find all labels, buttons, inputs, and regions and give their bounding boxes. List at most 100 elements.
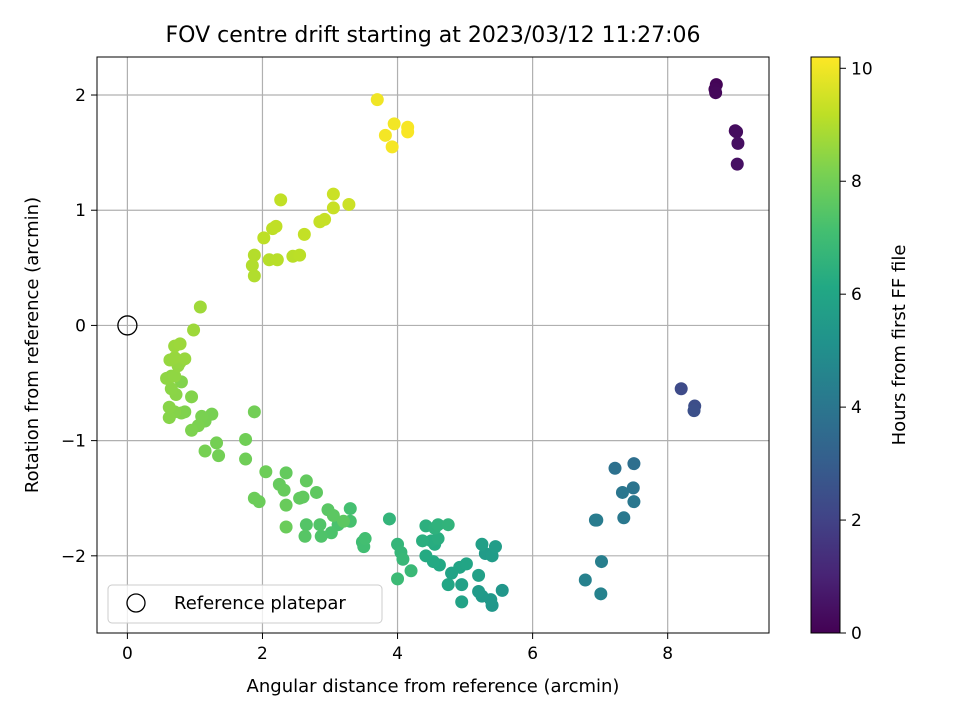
data-point <box>293 491 307 505</box>
data-point <box>396 552 410 566</box>
data-point <box>247 248 261 262</box>
data-point <box>187 323 201 337</box>
data-point <box>257 231 271 245</box>
data-point <box>343 502 357 516</box>
data-point <box>168 369 182 383</box>
data-point <box>488 540 502 554</box>
data-point <box>608 461 622 475</box>
data-point <box>299 518 313 532</box>
colorbar-tick-label: 0 <box>851 624 862 644</box>
x-tick-label: 4 <box>392 644 403 664</box>
data-point <box>247 491 261 505</box>
data-point <box>495 583 509 597</box>
data-point <box>617 511 631 525</box>
data-point <box>279 498 293 512</box>
data-point <box>674 382 688 396</box>
colorbar-tick-label: 2 <box>851 511 862 531</box>
colorbar-tick-label: 4 <box>851 398 862 418</box>
data-point <box>342 197 356 211</box>
data-point <box>627 495 641 509</box>
data-point <box>269 219 283 233</box>
data-point <box>401 125 415 139</box>
data-point <box>326 508 340 522</box>
data-point <box>475 537 489 551</box>
data-point <box>326 187 340 201</box>
data-point <box>259 465 273 479</box>
x-tick-label: 8 <box>662 644 673 664</box>
data-point <box>455 578 469 592</box>
legend: Reference platepar <box>107 584 383 624</box>
data-points <box>160 78 745 612</box>
data-point <box>318 212 332 226</box>
reference-marker <box>117 315 138 336</box>
data-point <box>162 400 176 414</box>
data-point <box>245 259 259 273</box>
data-point <box>472 568 486 582</box>
data-point <box>730 157 744 171</box>
data-point <box>615 485 629 499</box>
x-tick-label: 2 <box>257 644 268 664</box>
data-point <box>270 253 284 267</box>
data-point <box>590 513 604 527</box>
data-point <box>298 529 312 543</box>
data-point <box>385 140 399 154</box>
data-point <box>419 549 433 563</box>
data-point <box>472 585 486 599</box>
data-point <box>378 128 392 142</box>
data-point <box>431 532 445 546</box>
data-point <box>309 485 323 499</box>
data-point <box>627 457 641 471</box>
data-point <box>459 557 473 571</box>
data-point <box>313 518 327 532</box>
data-point <box>279 466 293 480</box>
data-point <box>709 86 723 100</box>
colorbar-tick-label: 8 <box>851 172 862 192</box>
colorbar-label: Hours from first FF file <box>889 245 910 446</box>
data-point <box>687 404 701 418</box>
data-point <box>731 136 745 150</box>
data-point <box>185 423 199 437</box>
data-point <box>274 193 288 207</box>
data-point <box>314 529 328 543</box>
colorbar-tick-label: 6 <box>851 285 862 305</box>
data-point <box>293 248 307 262</box>
data-point <box>198 444 212 458</box>
data-point <box>173 337 187 351</box>
colorbar-ticks: 0 2 4 6 8 10 <box>840 59 873 644</box>
data-point <box>730 125 744 139</box>
x-axis-ticks: 0 2 4 6 8 <box>122 633 673 664</box>
data-point <box>324 526 338 540</box>
y-axis-label: Rotation from reference (arcmin) <box>22 197 43 493</box>
data-point <box>431 518 445 532</box>
data-point <box>387 117 401 131</box>
y-tick-label: −1 <box>61 432 86 452</box>
colorbar <box>810 56 841 634</box>
data-point <box>416 534 430 548</box>
data-point <box>277 483 291 497</box>
data-point <box>578 573 592 587</box>
data-point <box>626 481 640 495</box>
data-point <box>441 578 455 592</box>
data-point <box>212 449 226 463</box>
x-tick-label: 6 <box>527 644 538 664</box>
colorbar-tick-label: 10 <box>851 59 873 79</box>
data-point <box>247 269 261 283</box>
data-point <box>370 93 384 107</box>
data-point <box>164 382 178 396</box>
y-tick-label: −2 <box>61 547 86 567</box>
data-point <box>178 352 192 366</box>
x-tick-label: 0 <box>122 644 133 664</box>
data-point <box>210 436 224 450</box>
data-point <box>193 300 207 314</box>
data-point <box>382 512 396 526</box>
data-point <box>239 452 253 466</box>
y-tick-label: 0 <box>75 316 86 336</box>
plot-frame <box>96 56 770 634</box>
data-point <box>358 532 372 546</box>
data-point <box>239 432 253 446</box>
y-tick-label: 1 <box>75 201 86 221</box>
data-point <box>279 520 293 534</box>
data-point <box>455 595 469 609</box>
data-point <box>594 587 608 601</box>
